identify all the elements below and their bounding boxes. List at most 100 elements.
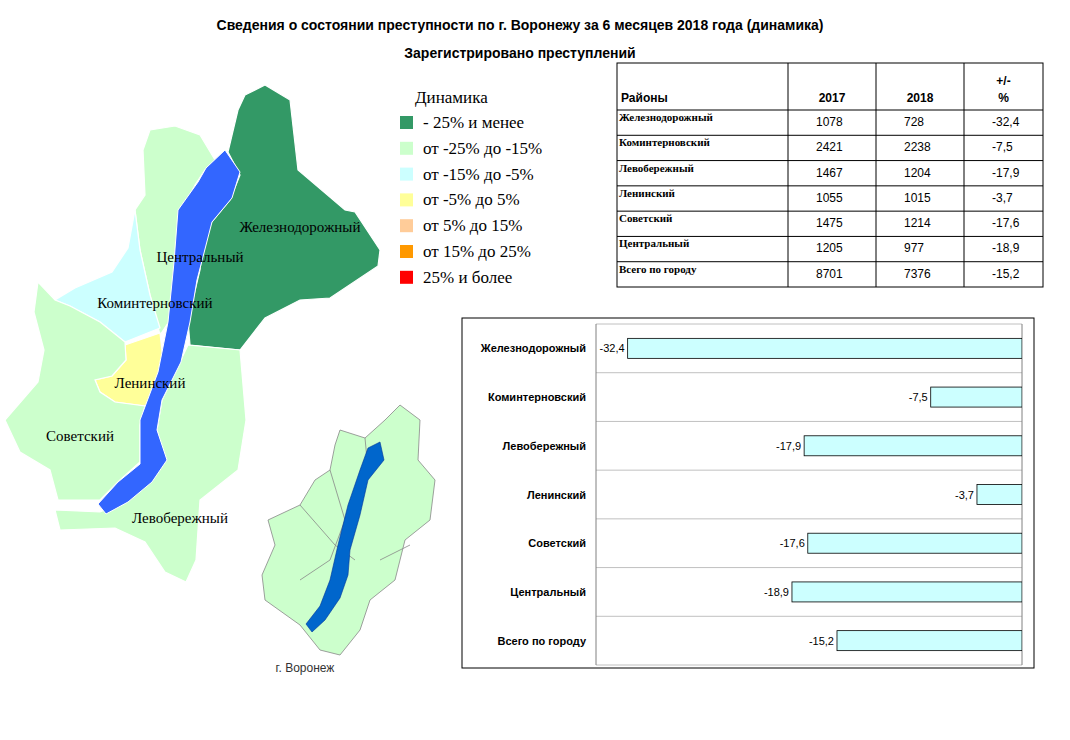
table-rule	[617, 185, 1043, 186]
table-rule	[876, 63, 877, 287]
grid-line	[596, 421, 1022, 422]
category-label: Ленинский	[527, 489, 586, 501]
table-cell: Ленинский	[619, 187, 676, 199]
data-label: -3,7	[955, 489, 974, 501]
category-label: Центральный	[510, 586, 586, 598]
table-cell: 1467	[816, 166, 843, 180]
table-cell: 977	[904, 241, 924, 255]
table-cell: -3,7	[992, 191, 1013, 205]
district-label: Железнодорожный	[240, 219, 361, 235]
category-label: Коминтерновский	[488, 391, 586, 403]
table-cell: 8701	[816, 267, 843, 281]
table-cell: 2421	[816, 140, 843, 154]
table-rule	[617, 211, 1043, 212]
table-cell: Железнодорожный	[619, 111, 714, 123]
table-cell: 2238	[904, 140, 931, 154]
district-area	[188, 85, 380, 350]
legend-label: от -25% до -15%	[423, 139, 542, 158]
table-cell: Коминтерновский	[619, 136, 710, 148]
subtitle: Зарегистрировано преступлений	[404, 45, 635, 61]
table-cell: 1015	[904, 191, 931, 205]
table-header-line: +/-	[996, 74, 1010, 88]
bar	[808, 533, 1022, 553]
table-rule	[788, 63, 789, 287]
legend-label: от -15% до -5%	[423, 165, 534, 184]
grid-line	[596, 665, 1022, 666]
legend-label: 25% и более	[423, 268, 512, 287]
legend-title: Динамика	[415, 88, 488, 107]
table-cell: 1205	[816, 241, 843, 255]
table-frame	[617, 63, 1043, 287]
category-label: Всего по городу	[498, 635, 587, 647]
legend-label: - 25% и менее	[423, 113, 524, 132]
grid-line	[596, 616, 1022, 617]
legend: Динамика - 25% и менее от -25% до -15% от -…	[400, 88, 542, 287]
table-cell: 7376	[904, 267, 931, 281]
bar	[837, 631, 1022, 651]
axis-line	[596, 324, 597, 665]
legend-label: от 15% до 25%	[423, 242, 531, 261]
table-cell: -32,4	[992, 115, 1020, 129]
legend-swatch	[400, 142, 413, 155]
table-header: 2017	[819, 91, 846, 105]
grid-line	[596, 324, 1022, 325]
table-header-line: %	[998, 91, 1009, 105]
bar-chart: Железнодорожный-32,4Коминтерновский-7,5Л…	[462, 318, 1034, 668]
district-area	[5, 282, 145, 500]
bar	[977, 485, 1022, 505]
table-header: Районы	[621, 91, 668, 105]
river	[98, 150, 240, 514]
page: Сведения о состоянии преступности по г. …	[0, 0, 1070, 740]
bar	[804, 436, 1022, 456]
bars	[628, 338, 1022, 650]
table-cell: 1078	[816, 115, 843, 129]
table-cell: 1214	[904, 216, 931, 230]
district-label: Советский	[46, 428, 114, 444]
grid-line	[596, 372, 1022, 373]
legend-swatch	[400, 245, 413, 258]
table-cell: -7,5	[992, 140, 1013, 154]
table-rule	[964, 63, 965, 287]
inset-area	[262, 405, 435, 655]
category-label: Левобережный	[503, 440, 586, 452]
legend-swatch	[400, 271, 413, 284]
table-cell: -17,9	[992, 166, 1020, 180]
bar	[792, 582, 1022, 602]
table-header: 2018	[907, 91, 934, 105]
inset-caption: г. Воронеж	[276, 661, 335, 675]
inset-river	[306, 442, 384, 632]
category-label: Железнодорожный	[480, 342, 586, 354]
bar	[628, 338, 1022, 358]
chart-frame	[462, 318, 1034, 668]
table-header-line: 2018	[907, 91, 934, 105]
inset-border	[380, 545, 410, 560]
table-cell: -15,2	[992, 267, 1020, 281]
table-cell: 728	[904, 115, 924, 129]
grid-line	[596, 518, 1022, 519]
grid-line	[596, 470, 1022, 471]
table-cell: 1204	[904, 166, 931, 180]
table-header-line: 2017	[819, 91, 846, 105]
grid-line	[596, 567, 1022, 568]
table-header: +/-%	[996, 74, 1010, 105]
table-cell: 1055	[816, 191, 843, 205]
table-cell: -17,6	[992, 216, 1020, 230]
legend-swatch	[400, 219, 413, 232]
table-cell: -18,9	[992, 241, 1020, 255]
data-label: -15,2	[809, 635, 834, 647]
legend-label: от -5% до 5%	[423, 190, 520, 209]
data-label: -17,9	[776, 440, 801, 452]
legend-swatch	[400, 193, 413, 206]
data-label: -17,6	[780, 537, 805, 549]
data-label: -7,5	[909, 391, 928, 403]
category-label: Советский	[528, 537, 586, 549]
table-cell: Центральный	[619, 237, 690, 249]
district-label: Коминтерновский	[97, 295, 212, 311]
table-cell: Левобережный	[619, 162, 695, 174]
title: Сведения о состоянии преступности по г. …	[217, 17, 824, 33]
district-label: Левобережный	[132, 510, 228, 526]
table: Районы 2017 2018 +/-% Железнодорожный 1078 728…	[617, 63, 1043, 287]
table-cell: 1475	[816, 216, 843, 230]
bar	[931, 387, 1022, 407]
legend-swatch	[400, 116, 413, 129]
